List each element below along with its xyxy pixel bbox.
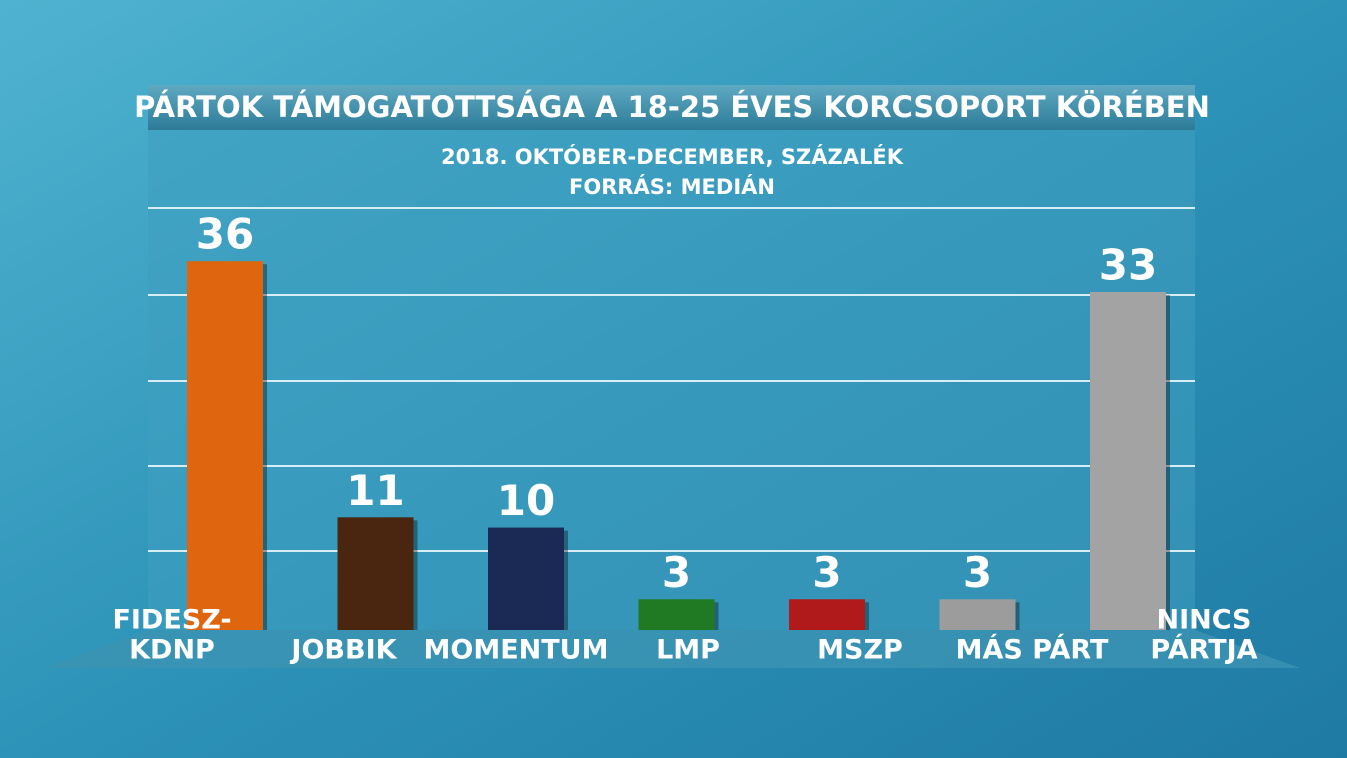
grid (148, 207, 1195, 552)
subtitle: 2018. OKTÓBER-DECEMBER, SZÁZALÉK (441, 144, 904, 169)
bar (337, 517, 414, 630)
x-tick-label: MÁS PÁRT (956, 634, 1109, 666)
base-platform (45, 630, 1300, 668)
bar (638, 599, 715, 630)
x-tick-label: MSZP (817, 635, 903, 666)
x-tick-label: MOMENTUM (424, 635, 609, 666)
x-tick-label: LMP (656, 635, 720, 666)
value-label: 3 (662, 548, 691, 597)
chart-title: PÁRTOK TÁMOGATOTTSÁGA A 18-25 ÉVES KORCS… (134, 90, 1210, 124)
x-tick-label: PÁRTJA (1150, 634, 1257, 666)
value-label: 36 (196, 210, 254, 259)
x-tick-label: FIDESZ- (112, 605, 231, 636)
subtitle: FORRÁS: MEDIÁN (569, 174, 775, 199)
bar (187, 261, 263, 630)
bar (939, 599, 1016, 630)
value-label: 33 (1099, 240, 1157, 289)
x-tick-label: JOBBIK (289, 635, 397, 666)
value-label: 11 (346, 466, 404, 515)
x-tick-label: KDNP (129, 635, 215, 666)
x-tick-label: NINCS (1156, 605, 1251, 636)
value-label: 3 (963, 548, 992, 597)
bar (488, 527, 564, 630)
bar (789, 599, 865, 630)
title-banner (148, 85, 1195, 130)
value-label: 10 (497, 476, 555, 525)
value-label: 3 (812, 548, 841, 597)
bar (1090, 291, 1166, 630)
